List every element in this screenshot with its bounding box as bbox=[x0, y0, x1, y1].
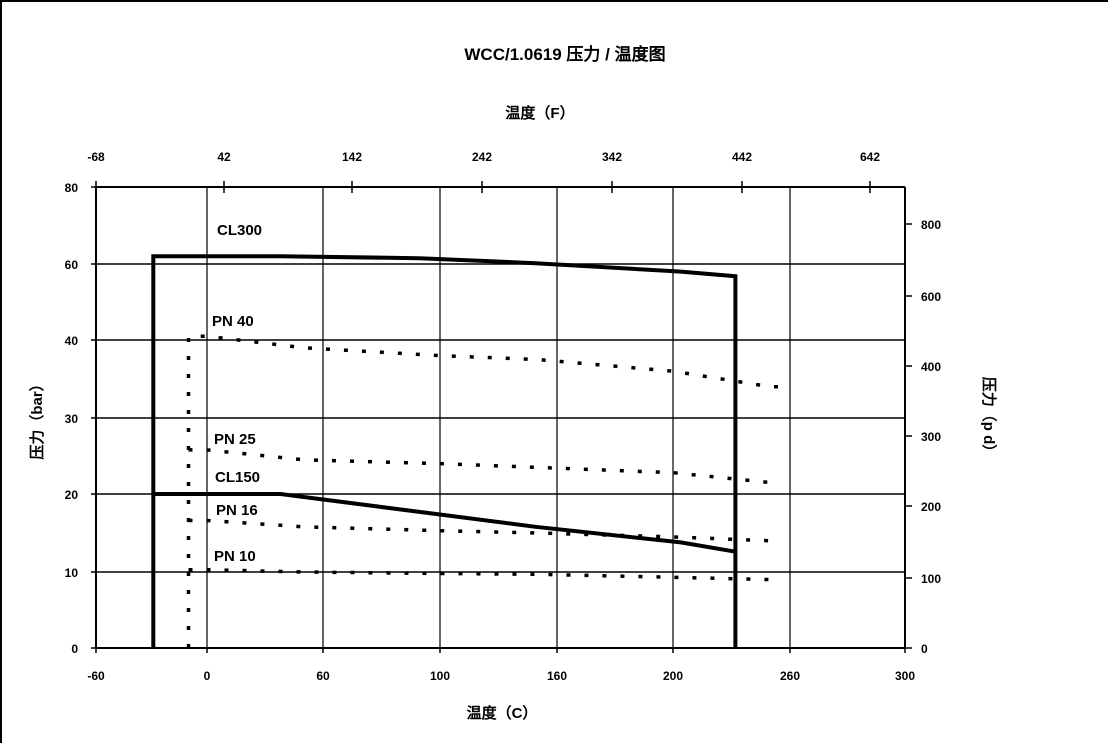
x-tick-label: 100 bbox=[430, 669, 450, 683]
y-tick-label: 60 bbox=[65, 258, 79, 272]
x2-tick-label: 42 bbox=[217, 150, 231, 164]
series-pn25-line bbox=[188, 448, 771, 485]
x2-tick-label: -68 bbox=[87, 150, 105, 164]
y2-tick-label: 400 bbox=[921, 360, 941, 374]
series-label: PN 25 bbox=[214, 431, 256, 448]
y2-tick-label: 300 bbox=[921, 430, 941, 444]
x-tick-label: -60 bbox=[87, 669, 105, 683]
series-pn10-line bbox=[188, 567, 771, 582]
x-tick-label: 300 bbox=[895, 669, 915, 683]
y2-tick-label: 100 bbox=[921, 572, 941, 586]
y-tick-label: 40 bbox=[65, 334, 79, 348]
x2-tick-label: 442 bbox=[732, 150, 752, 164]
series-label: PN 40 bbox=[212, 313, 254, 330]
y-tick-label: 0 bbox=[71, 642, 78, 656]
y-tick-label: 30 bbox=[65, 412, 79, 426]
y2-axis-title: 压力（p d） bbox=[980, 377, 998, 460]
y-tick-label: 80 bbox=[65, 181, 79, 195]
series-label: CL300 bbox=[217, 222, 262, 239]
x-tick-label: 160 bbox=[547, 669, 567, 683]
y2-tick-label: 0 bbox=[921, 642, 928, 656]
y2-tick-label: 600 bbox=[921, 290, 941, 304]
x2-tick-label: 342 bbox=[602, 150, 622, 164]
series-cl300-line bbox=[151, 254, 738, 648]
y2-tick-label: 200 bbox=[921, 500, 941, 514]
y2-tick-label: 800 bbox=[921, 218, 941, 232]
x2-tick-label: 242 bbox=[472, 150, 492, 164]
y-tick-label: 10 bbox=[65, 566, 79, 580]
x-tick-label: 260 bbox=[780, 669, 800, 683]
series-pn16-line bbox=[188, 518, 771, 543]
series-label: PN 16 bbox=[216, 502, 258, 519]
y-axis-title: 压力（bar） bbox=[28, 376, 46, 459]
chart-title: WCC/1.0619 压力 / 温度图 bbox=[464, 44, 665, 64]
x2-axis-title: 温度（F） bbox=[505, 104, 574, 122]
tick-labels: -60 0 60 100 160 200 260 300 0 10 20 30 40 60 80 -68 42 1… bbox=[65, 150, 942, 683]
data-series bbox=[151, 254, 790, 648]
series-labels: CL300 CL150 PN 40 PN 25 PN 16 PN 10 bbox=[212, 222, 262, 565]
x-tick-label: 60 bbox=[316, 669, 330, 683]
series-cl150-line bbox=[153, 492, 736, 554]
axes bbox=[91, 181, 912, 653]
series-label: CL150 bbox=[215, 469, 260, 486]
y-tick-label: 20 bbox=[65, 488, 79, 502]
gridlines bbox=[96, 187, 905, 648]
x2-tick-label: 142 bbox=[342, 150, 362, 164]
x2-tick-label: 642 bbox=[860, 150, 880, 164]
series-label: PN 10 bbox=[214, 548, 256, 565]
x-tick-label: 0 bbox=[204, 669, 211, 683]
x-tick-label: 200 bbox=[663, 669, 683, 683]
x-axis-title: 温度（C） bbox=[467, 704, 538, 722]
